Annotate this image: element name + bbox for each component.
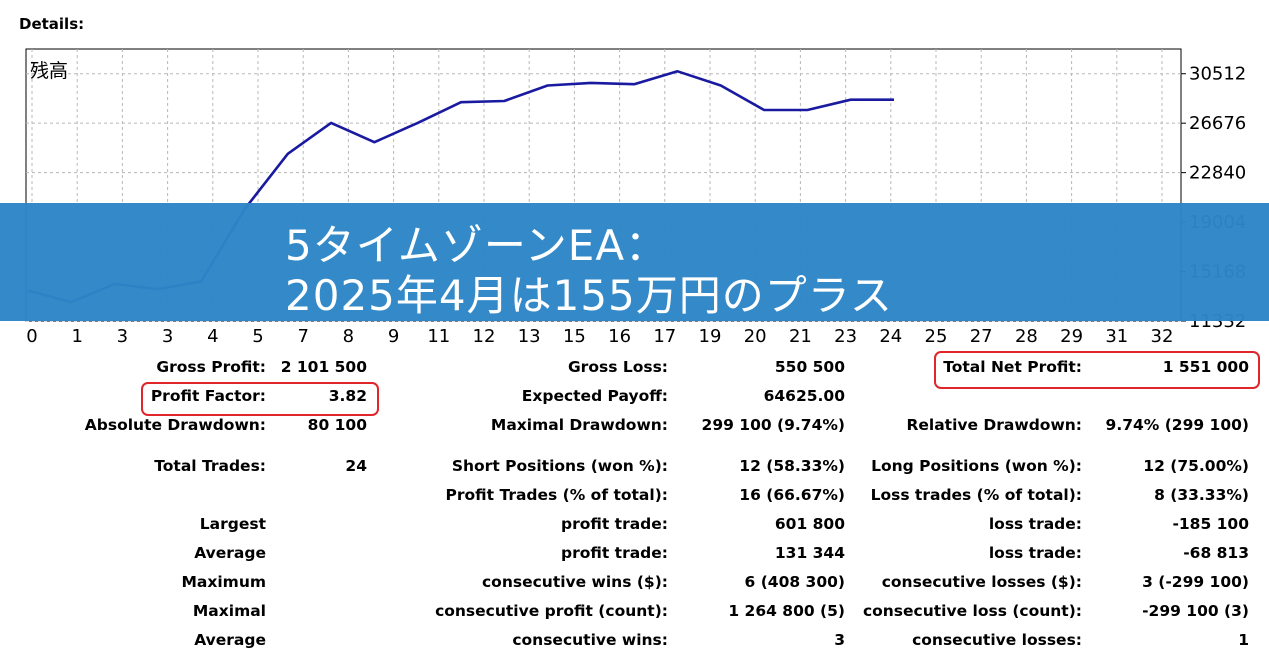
avg-consecutive-wins-label: consecutive wins: (512, 631, 668, 649)
x-tick-label: 8 (343, 326, 354, 345)
expected-payoff-value: 64625.00 (763, 387, 845, 405)
x-tick-label: 31 (1105, 326, 1128, 345)
x-tick-label: 23 (834, 326, 857, 345)
maximal-drawdown-label: Maximal Drawdown: (490, 416, 668, 434)
expected-payoff-label: Expected Payoff: (521, 387, 668, 405)
max-consecutive-losses-label: consecutive losses ($): (881, 573, 1082, 591)
short-positions-value: 12 (58.33%) (739, 457, 845, 475)
largest-loss-label: loss trade: (988, 515, 1082, 533)
absolute-drawdown-value: 80 100 (307, 416, 367, 434)
x-tick-label: 16 (608, 326, 631, 345)
relative-drawdown-label: Relative Drawdown: (906, 416, 1082, 434)
avg-consecutive-wins-value: 3 (834, 631, 845, 649)
total-net-profit-label: Total Net Profit: (943, 358, 1082, 376)
gross-loss-value: 550 500 (774, 358, 845, 376)
y-tick-label: 22840 (1189, 163, 1246, 184)
largest-loss-value: -185 100 (1172, 515, 1249, 533)
x-tick-label: 3 (162, 326, 173, 345)
gross-profit-value: 2 101 500 (280, 358, 367, 376)
maximal-drawdown-value: 299 100 (9.74%) (701, 416, 845, 434)
avg-consecutive-losses-label: consecutive losses: (912, 631, 1082, 649)
x-tick-label: 21 (789, 326, 812, 345)
x-tick-label: 9 (388, 326, 399, 345)
gross-loss-label: Gross Loss: (567, 358, 668, 376)
total-trades-label: Total Trades: (154, 457, 266, 475)
maximum-label: Maximum (181, 573, 266, 591)
chart-title: 残高 (30, 60, 68, 82)
x-tick-label: 20 (744, 326, 767, 345)
banner-title-line-2: 2025年4月は155万円のプラス (285, 271, 893, 320)
x-tick-label: 4 (207, 326, 218, 345)
x-tick-label: 15 (563, 326, 586, 345)
profit-factor-label: Profit Factor: (150, 387, 266, 405)
title-banner (0, 203, 1269, 321)
avg-consecutive-losses-value: 1 (1238, 631, 1249, 649)
x-tick-label: 0 (26, 326, 37, 345)
banner-title-line-1: 5タイムゾーンEA： (285, 221, 669, 270)
loss-trades-label: Loss trades (% of total): (870, 486, 1082, 504)
x-tick-label: 5 (252, 326, 263, 345)
average-label: Average (194, 544, 266, 562)
y-tick-label: 26676 (1189, 113, 1246, 134)
maximal-consecutive-loss-label: consecutive loss (count): (862, 602, 1082, 620)
max-consecutive-wins-label: consecutive wins ($): (481, 573, 668, 591)
x-tick-label: 1 (71, 326, 82, 345)
total-trades-value: 24 (345, 457, 367, 475)
x-tick-label: 29 (1060, 326, 1083, 345)
total-net-profit-highlight (934, 351, 1260, 389)
largest-profit-label: profit trade: (560, 515, 668, 533)
average-loss-value: -68 813 (1183, 544, 1249, 562)
x-tick-label: 17 (653, 326, 676, 345)
x-tick-label: 11 (427, 326, 450, 345)
x-tick-label: 13 (518, 326, 541, 345)
max-consecutive-losses-value: 3 (-299 100) (1142, 573, 1249, 591)
details-title: Details: (19, 15, 85, 33)
x-tick-label: 27 (970, 326, 993, 345)
maximal-consecutive-loss-value: -299 100 (3) (1142, 602, 1249, 620)
profit-trades-label: Profit Trades (% of total): (445, 486, 668, 504)
average-profit-value: 131 344 (774, 544, 845, 562)
x-tick-label: 24 (879, 326, 902, 345)
gross-profit-label: Gross Profit: (156, 358, 266, 376)
absolute-drawdown-label: Absolute Drawdown: (84, 416, 266, 434)
x-tick-label: 32 (1151, 326, 1174, 345)
max-consecutive-wins-value: 6 (408 300) (744, 573, 845, 591)
long-positions-value: 12 (75.00%) (1143, 457, 1249, 475)
short-positions-label: Short Positions (won %): (451, 457, 668, 475)
profit-factor-value: 3.82 (328, 387, 367, 405)
average-loss-label: loss trade: (988, 544, 1082, 562)
average-profit-label: profit trade: (560, 544, 668, 562)
y-tick-label: 30512 (1189, 64, 1246, 85)
average-consecutive-label: Average (194, 631, 266, 649)
largest-label: Largest (199, 515, 266, 533)
x-tick-label: 3 (117, 326, 128, 345)
profit-trades-value: 16 (66.67%) (739, 486, 845, 504)
x-tick-label: 28 (1015, 326, 1038, 345)
largest-profit-value: 601 800 (774, 515, 845, 533)
total-net-profit-value: 1 551 000 (1162, 358, 1249, 376)
loss-trades-value: 8 (33.33%) (1154, 486, 1249, 504)
long-positions-label: Long Positions (won %): (871, 457, 1082, 475)
relative-drawdown-value: 9.74% (299 100) (1105, 416, 1249, 434)
x-tick-label: 25 (925, 326, 948, 345)
x-tick-label: 19 (699, 326, 722, 345)
maximal-label: Maximal (192, 602, 266, 620)
maximal-consecutive-profit-label: consecutive profit (count): (435, 602, 668, 620)
profit-factor-highlight (141, 382, 379, 416)
x-tick-label: 12 (473, 326, 496, 345)
maximal-consecutive-profit-value: 1 264 800 (5) (728, 602, 845, 620)
x-tick-label: 7 (297, 326, 308, 345)
